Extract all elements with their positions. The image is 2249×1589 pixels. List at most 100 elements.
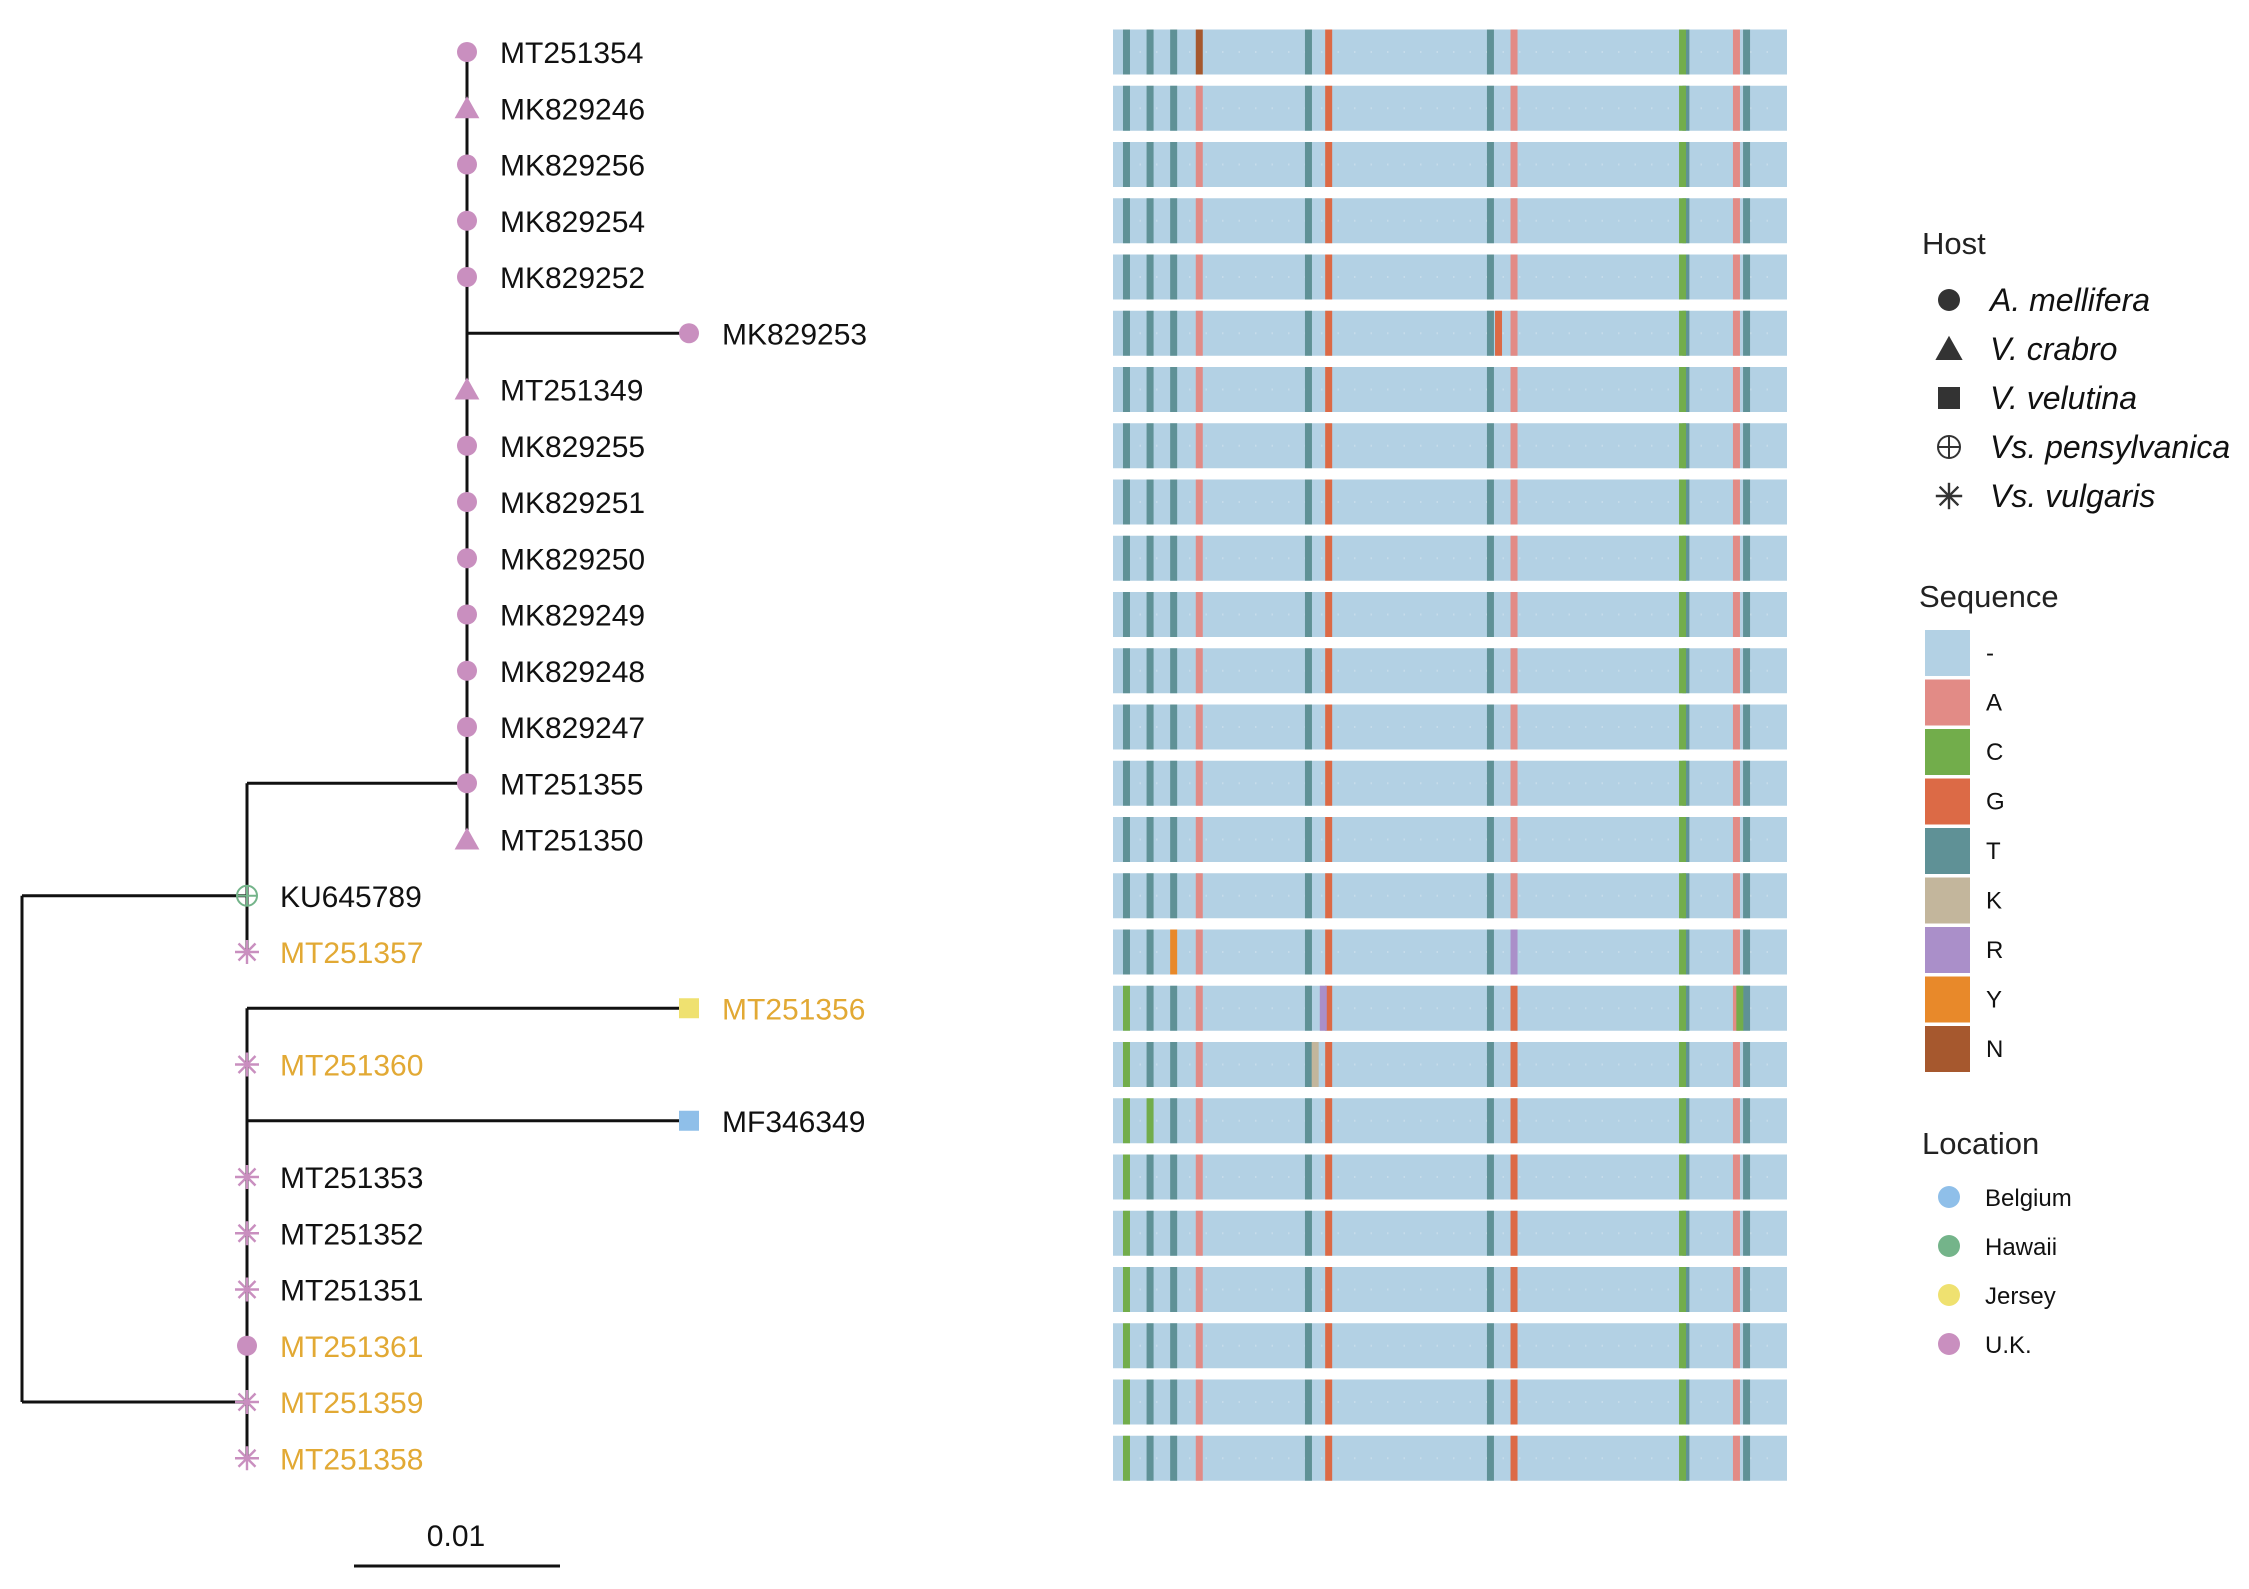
alignment-dot [1519,1401,1521,1403]
alignment-dot [1370,613,1372,616]
site-t [1146,254,1154,300]
alignment-dot [1387,1119,1389,1122]
alignment-dot [1420,1401,1422,1403]
site-t [1304,1098,1312,1144]
alignment-dot [1750,1457,1752,1460]
alignment-dot [1420,1232,1422,1235]
tip-label-mt251353: MT251353 [280,1162,423,1195]
alignment-dot [1403,1288,1405,1291]
alignment-dot [1337,726,1339,728]
alignment-dot [1420,1007,1422,1010]
site-a [1510,479,1518,525]
alignment-dot [1535,1176,1537,1178]
alignment-dot [1750,951,1752,953]
alignment-dot [1750,1288,1752,1291]
alignment-dot [1766,107,1768,110]
alignment-dot [1436,951,1438,953]
site-c [1679,1435,1687,1481]
site-t [1122,29,1130,75]
sequence-alignment [1113,29,1787,1481]
alignment-dot [1420,51,1422,53]
site-a [1195,479,1203,525]
alignment-dot [1469,1457,1471,1460]
alignment-dot [1667,557,1669,560]
site-t [1486,367,1494,412]
sequence-legend-label: G [1986,789,2005,816]
site-a [1195,254,1203,300]
alignment-dot [1156,613,1158,616]
alignment-dot [1667,276,1669,278]
alignment-dot [1156,444,1158,447]
site-t [1743,367,1751,412]
alignment-dot [1139,838,1141,841]
alignment-dot [1519,951,1521,953]
alignment-dot [1651,444,1653,447]
alignment-dot [1601,1119,1603,1122]
alignment-dot [1700,444,1702,447]
alignment-dot [1519,1119,1521,1122]
alignment-dot [1469,51,1471,53]
location-legend-dot [1938,1284,1960,1306]
site-a [1732,1210,1740,1256]
location-legend-dot [1938,1186,1960,1208]
sequence-legend-swatch [1925,1026,1970,1072]
site-a [1510,760,1518,806]
site-t [1122,592,1130,637]
alignment-dot [1469,107,1471,110]
sequence-legend-swatch [1925,679,1970,726]
tip-symbol-mf346349 [679,1110,699,1131]
alignment-dot [1205,838,1207,841]
alignment-dot [1189,1232,1191,1235]
alignment-dot [1502,1176,1504,1178]
site-t [1122,648,1130,694]
site-c [1122,1323,1130,1369]
alignment-dot [1321,613,1323,616]
alignment-dot [1717,1119,1719,1122]
site-t [1743,1098,1751,1144]
alignment-dot [1370,332,1372,335]
alignment-dot [1766,1119,1768,1122]
alignment-dot [1535,782,1537,785]
alignment-dot [1238,951,1240,953]
alignment-dot [1205,388,1207,391]
site-t [1146,142,1154,187]
alignment-dot [1354,332,1356,335]
alignment-dot [1370,782,1372,785]
site-t [1486,29,1494,75]
alignment-dot [1453,219,1455,222]
alignment-dot [1156,782,1158,785]
alignment-dot [1189,51,1191,53]
alignment-dot [1354,1063,1356,1066]
alignment-dot [1139,501,1141,503]
alignment-dot [1271,1007,1273,1010]
alignment-dot [1486,782,1488,785]
alignment-dot [1238,51,1240,53]
alignment-dot [1156,1176,1158,1178]
alignment-dot [1337,276,1339,278]
alignment-dot [1271,332,1273,335]
alignment-dot [1420,1288,1422,1291]
alignment-dot [1238,613,1240,616]
alignment-dot [1717,726,1719,728]
alignment-dot [1750,613,1752,616]
alignment-dot [1271,557,1273,560]
alignment-dot [1486,1232,1488,1235]
site-c [1122,1267,1130,1312]
site-c [1679,142,1687,187]
alignment-dot [1337,1288,1339,1291]
site-t [1146,1042,1154,1087]
tip-label-ku645789: KU645789 [280,881,422,914]
alignment-dot [1667,163,1669,166]
alignment-dot [1651,1232,1653,1235]
alignment-dot [1420,444,1422,447]
alignment-dot [1436,276,1438,278]
alignment-dot [1700,894,1702,897]
alignment-row-background [1113,367,1787,412]
alignment-dot [1585,1007,1587,1010]
site-t [1170,592,1178,637]
alignment-dot [1568,951,1570,953]
alignment-dot [1222,501,1224,503]
site-a [1195,648,1203,694]
alignment-dot [1238,1288,1240,1291]
alignment-dot [1700,838,1702,841]
